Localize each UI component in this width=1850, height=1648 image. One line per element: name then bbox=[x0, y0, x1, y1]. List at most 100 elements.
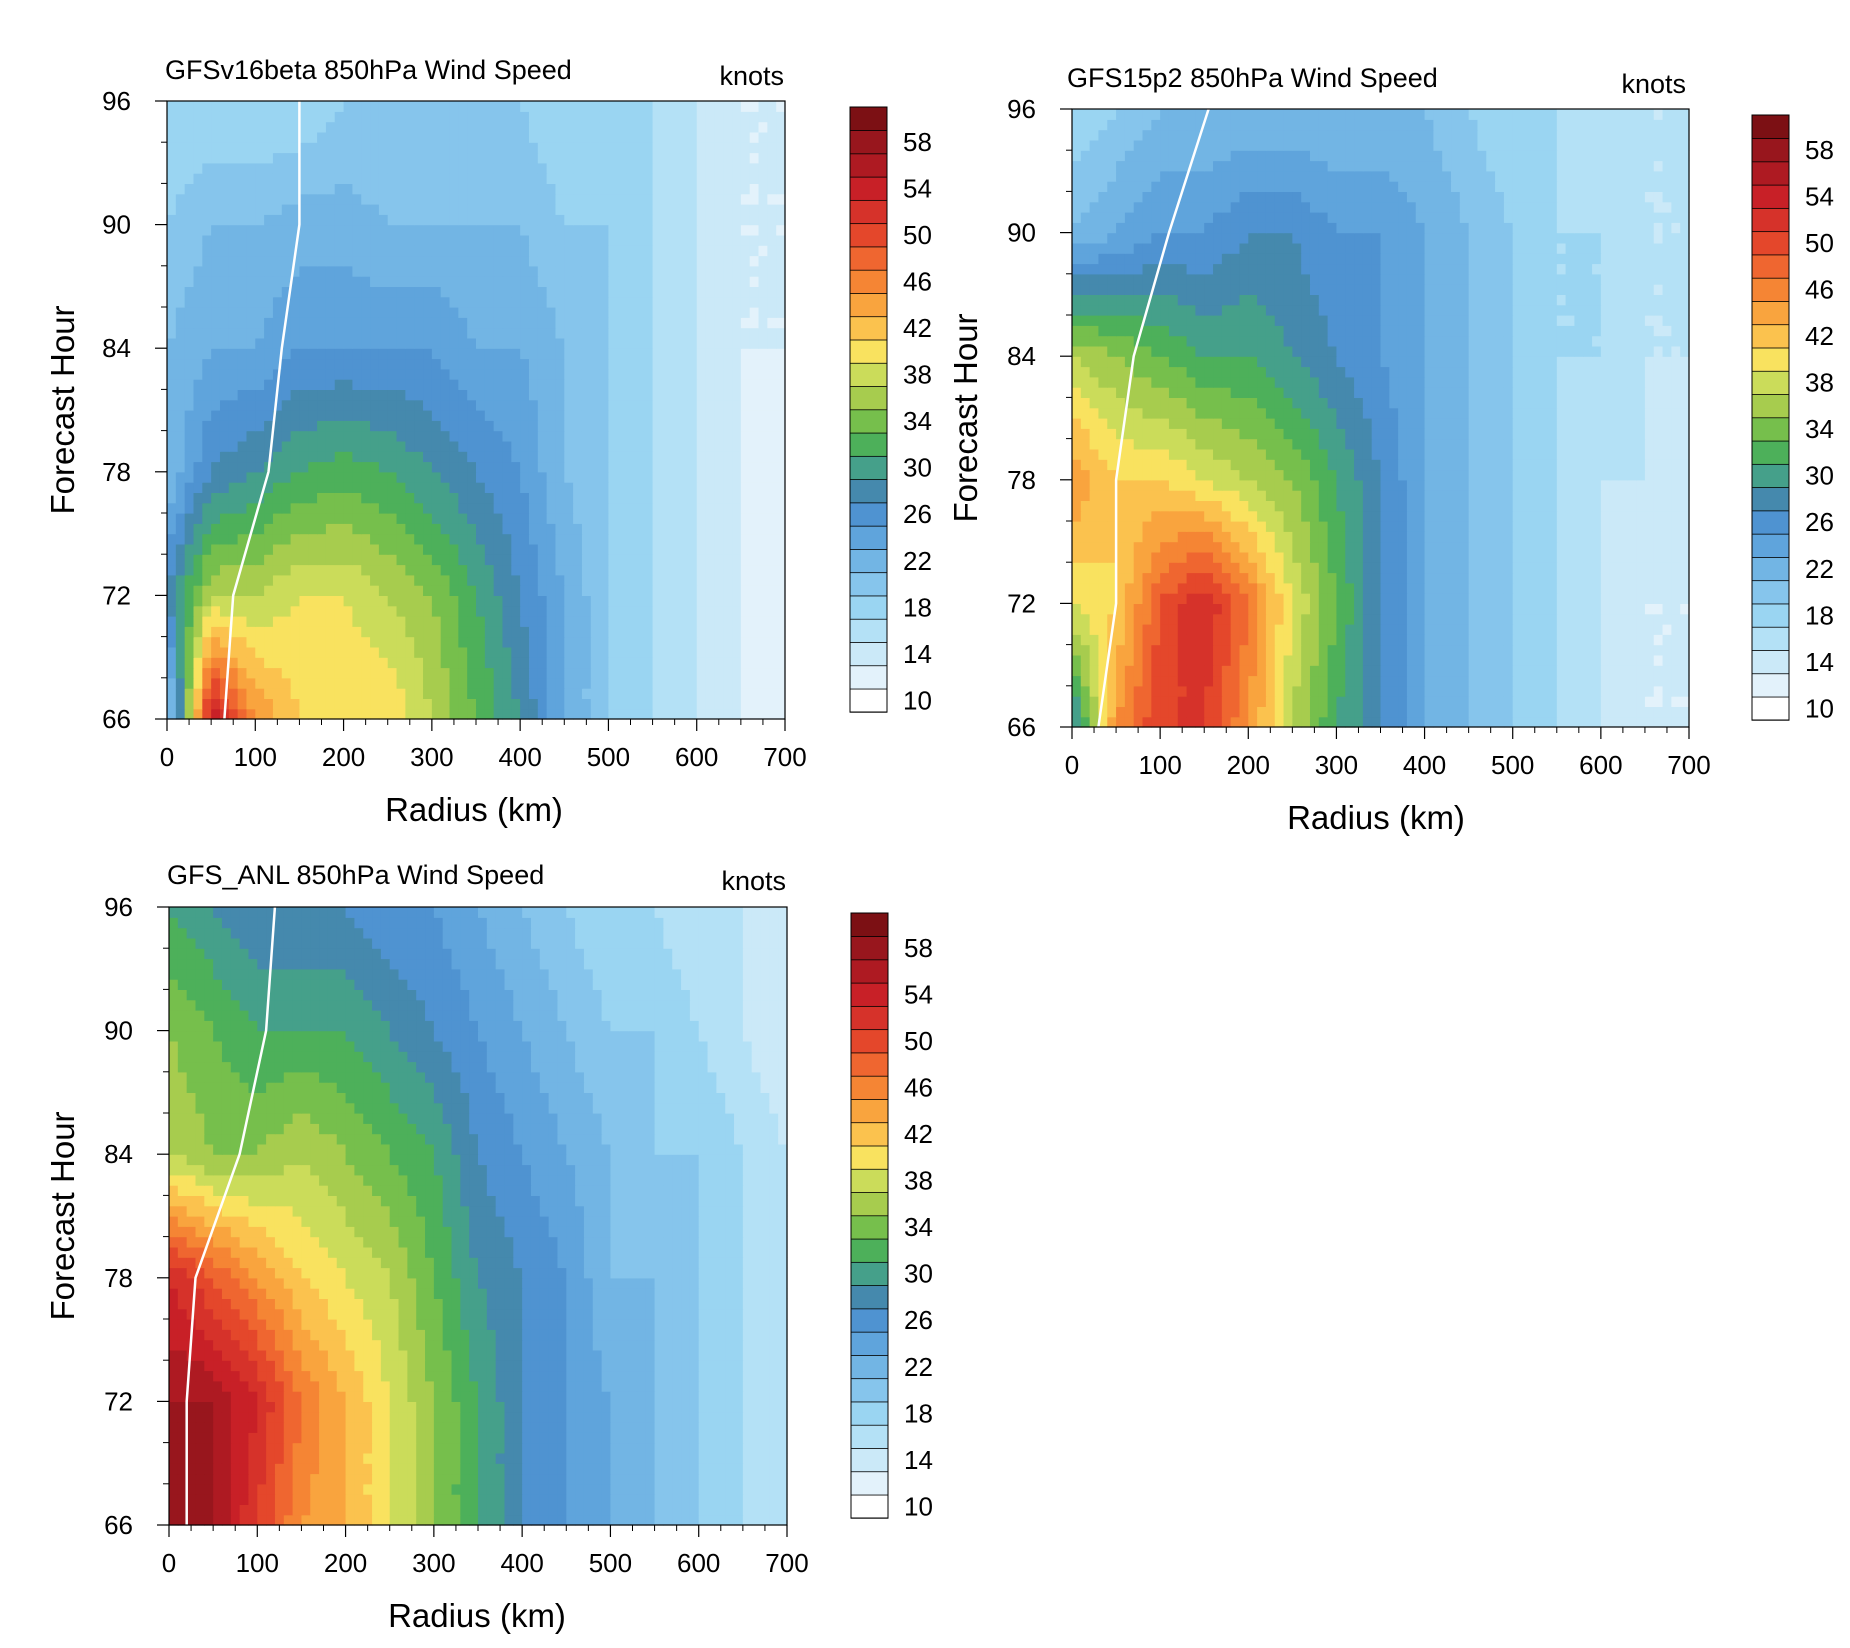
contour-cell bbox=[246, 678, 255, 689]
contour-cell bbox=[617, 266, 626, 277]
contour-cell bbox=[485, 513, 494, 524]
contour-cell bbox=[564, 400, 573, 411]
contour-cell bbox=[246, 122, 255, 133]
contour-cell bbox=[317, 142, 326, 153]
contour-cell bbox=[476, 122, 485, 133]
contour-cell bbox=[317, 359, 326, 370]
contour-cell bbox=[335, 585, 344, 596]
contour-cell bbox=[494, 173, 503, 184]
contour-cell bbox=[476, 204, 485, 215]
contour-cell bbox=[591, 688, 600, 699]
contour-cell bbox=[458, 513, 467, 524]
contour-cell bbox=[441, 389, 450, 400]
contour-cell bbox=[476, 276, 485, 287]
contour-cell bbox=[608, 595, 617, 606]
contour-cell bbox=[344, 698, 353, 709]
contour-cell bbox=[229, 317, 238, 328]
contour-cell bbox=[706, 462, 715, 473]
contour-cell bbox=[732, 245, 741, 256]
contour-cell bbox=[767, 286, 776, 297]
contour-cell bbox=[1522, 634, 1531, 645]
contour-cell bbox=[326, 626, 335, 637]
contour-cell bbox=[591, 359, 600, 370]
contour-cell bbox=[600, 307, 609, 318]
contour-cell bbox=[476, 492, 485, 503]
contour-cell bbox=[1372, 696, 1381, 707]
contour-cell bbox=[432, 606, 441, 617]
contour-cell bbox=[494, 503, 503, 514]
contour-cell bbox=[1213, 655, 1222, 666]
contour-cell bbox=[661, 709, 670, 720]
colorbar-swatch bbox=[850, 526, 887, 550]
contour-cell bbox=[697, 503, 706, 514]
contour-cell bbox=[626, 359, 635, 370]
contour-cell bbox=[547, 647, 556, 658]
contour-cell bbox=[397, 503, 406, 514]
contour-cell bbox=[1425, 624, 1434, 635]
contour-cell bbox=[1239, 717, 1248, 728]
contour-cell bbox=[759, 122, 768, 133]
contour-cell bbox=[352, 153, 361, 164]
contour-cell bbox=[759, 142, 768, 153]
contour-cell bbox=[1513, 634, 1522, 645]
contour-cell bbox=[220, 317, 229, 328]
contour-cell bbox=[388, 245, 397, 256]
contour-cell bbox=[1169, 686, 1178, 697]
contour-cell bbox=[167, 523, 176, 534]
contour-cell bbox=[661, 101, 670, 112]
contour-cell bbox=[529, 492, 538, 503]
contour-cell bbox=[317, 317, 326, 328]
colorbar-swatch bbox=[850, 386, 887, 410]
contour-cell bbox=[414, 688, 423, 699]
contour-cell bbox=[653, 348, 662, 359]
contour-cell bbox=[185, 276, 194, 287]
contour-cell bbox=[1072, 706, 1081, 717]
contour-cell bbox=[644, 647, 653, 658]
contour-cell bbox=[723, 379, 732, 390]
contour-cell bbox=[617, 338, 626, 349]
contour-cell bbox=[670, 513, 679, 524]
contour-cell bbox=[1143, 645, 1152, 656]
contour-cell bbox=[1134, 665, 1143, 676]
contour-cell bbox=[697, 307, 706, 318]
contour-cell bbox=[538, 307, 547, 318]
contour-cell bbox=[441, 235, 450, 246]
contour-cell bbox=[344, 225, 353, 236]
contour-cell bbox=[767, 317, 776, 328]
contour-cell bbox=[255, 338, 264, 349]
contour-cell bbox=[317, 606, 326, 617]
contour-cell bbox=[511, 410, 520, 421]
contour-cell bbox=[344, 256, 353, 267]
contour-cell bbox=[167, 606, 176, 617]
contour-cell bbox=[635, 132, 644, 143]
contour-cell bbox=[661, 513, 670, 524]
contour-cell bbox=[379, 225, 388, 236]
contour-cell bbox=[220, 379, 229, 390]
contour-cell bbox=[264, 266, 273, 277]
contour-cell bbox=[185, 709, 194, 720]
contour-cell bbox=[617, 503, 626, 514]
contour-cell bbox=[706, 523, 715, 534]
contour-cell bbox=[759, 297, 768, 308]
contour-cell bbox=[388, 565, 397, 576]
contour-cell bbox=[335, 637, 344, 648]
contour-cell bbox=[1336, 676, 1345, 687]
contour-cell bbox=[291, 575, 300, 586]
contour-cell bbox=[1433, 645, 1442, 656]
contour-cell bbox=[706, 441, 715, 452]
contour-cell bbox=[458, 647, 467, 658]
contour-cell bbox=[670, 245, 679, 256]
contour-cell bbox=[1081, 686, 1090, 697]
contour-cell bbox=[379, 492, 388, 503]
contour-cell bbox=[653, 420, 662, 431]
contour-cell bbox=[1539, 696, 1548, 707]
contour-cell bbox=[1504, 686, 1513, 697]
contour-cell bbox=[723, 183, 732, 194]
contour-cell bbox=[759, 369, 768, 380]
contour-cell bbox=[520, 595, 529, 606]
contour-cell bbox=[255, 688, 264, 699]
contour-cell bbox=[238, 420, 247, 431]
contour-cell bbox=[202, 122, 211, 133]
contour-cell bbox=[211, 688, 220, 699]
contour-cell bbox=[1601, 655, 1610, 666]
